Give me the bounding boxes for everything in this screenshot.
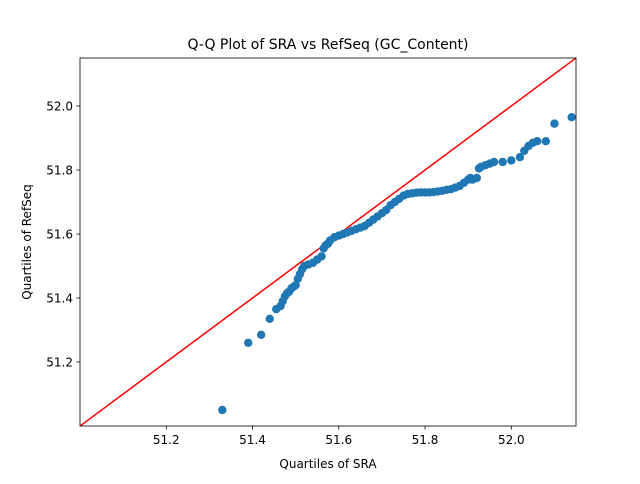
chart-title: Q-Q Plot of SRA vs RefSeq (GC_Content) xyxy=(187,37,468,53)
x-tick-label: 52.0 xyxy=(498,433,525,447)
data-point xyxy=(507,156,516,165)
y-tick-label: 51.4 xyxy=(46,292,73,306)
data-point xyxy=(541,137,551,146)
data-point xyxy=(256,330,266,339)
x-tick-label: 51.6 xyxy=(325,433,352,447)
data-point xyxy=(515,153,525,162)
data-point xyxy=(498,157,507,167)
x-tick-label: 51.8 xyxy=(412,433,439,447)
y-tick-label: 51.2 xyxy=(46,356,73,370)
data-point xyxy=(244,338,253,347)
y-tick-label: 52.0 xyxy=(46,100,73,114)
data-point xyxy=(291,281,300,290)
x-tick-label: 51.2 xyxy=(153,433,180,447)
axes-frame xyxy=(79,57,577,427)
data-point xyxy=(550,119,559,128)
x-tick-label: 51.4 xyxy=(239,433,266,447)
data-point xyxy=(472,173,481,183)
data-point xyxy=(567,113,576,122)
data-point xyxy=(218,405,227,415)
data-point xyxy=(317,252,326,261)
data-point xyxy=(532,137,542,146)
y-axis-label: Quartiles of RefSeq xyxy=(20,184,34,300)
plot-area: 51.2 51.4 51.6 51.8 52.0 51.2 51.4 51.6 51.8 52.0 xyxy=(46,57,577,447)
data-point xyxy=(489,157,499,167)
x-axis-label: Quartiles of SRA xyxy=(279,457,377,471)
y-tick-label: 51.6 xyxy=(46,228,73,242)
y-tick-label: 51.8 xyxy=(46,164,73,178)
data-point xyxy=(265,314,274,323)
